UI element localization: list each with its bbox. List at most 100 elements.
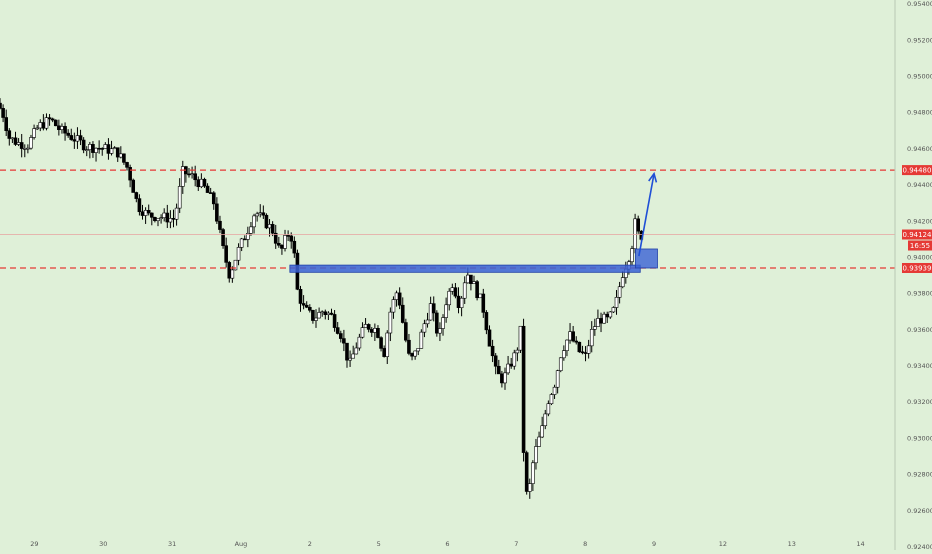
breakout-box-rectangle[interactable] <box>635 248 658 269</box>
candle-body <box>0 102 2 109</box>
candle-body <box>521 325 526 453</box>
candle-body <box>150 212 154 218</box>
candle-body <box>177 186 182 209</box>
candle-body <box>199 178 204 188</box>
candle-body <box>230 269 235 279</box>
candle-body <box>602 313 606 324</box>
candle-body <box>146 210 151 214</box>
candle-body <box>611 307 616 313</box>
time-axis-tick: Aug <box>235 540 248 548</box>
candle-body <box>38 122 43 129</box>
candle-body <box>277 243 281 246</box>
candle-body <box>469 274 473 284</box>
candle-body <box>422 323 427 333</box>
candle-body <box>509 363 513 367</box>
candle-body <box>332 314 337 328</box>
candle-body <box>596 318 600 327</box>
candle-body <box>273 232 278 244</box>
candle-body <box>292 240 297 254</box>
price-axis-tick: 0.94600 <box>907 145 932 153</box>
candle-body <box>156 218 160 222</box>
candle-body <box>568 331 572 341</box>
candle-body <box>162 212 166 218</box>
candle-body <box>270 224 275 234</box>
support-zone-rectangle[interactable] <box>289 264 641 273</box>
price-badges: 0.94480 0.94124 16:55 0.93939 <box>902 165 932 273</box>
time-axis-tick: 30 <box>99 540 107 548</box>
candle-body <box>537 436 541 447</box>
candle-body <box>258 212 263 215</box>
candle-body <box>153 217 157 222</box>
candle-body <box>165 212 170 223</box>
candle-body <box>143 210 148 216</box>
candle-body <box>512 352 517 367</box>
support-price-badge <box>902 262 932 273</box>
candle-body <box>88 144 92 151</box>
price-axis-tick: 0.92400 <box>907 543 932 550</box>
target-arrow-head[interactable] <box>648 171 658 183</box>
candle-body <box>487 329 492 347</box>
candle-body <box>586 345 591 354</box>
candle-body <box>527 483 532 492</box>
candle-body <box>453 287 458 297</box>
candle-body <box>190 173 194 176</box>
candle-body <box>360 327 365 338</box>
candle-body <box>456 295 461 308</box>
candle-body <box>41 122 46 129</box>
candle-body <box>438 328 442 334</box>
price-axis-tick: 0.94800 <box>907 109 932 117</box>
candle-body <box>53 119 58 127</box>
candle-body <box>131 179 136 193</box>
candle-body <box>518 325 523 351</box>
price-axis[interactable]: 0.95400 0.95200 0.95000 0.94800 0.94600 0.944… <box>907 0 932 551</box>
candle-body <box>410 353 414 357</box>
candle-body <box>255 213 259 217</box>
price-axis-tick: 0.94400 <box>907 181 932 189</box>
candle-body <box>419 331 424 349</box>
candle-body <box>252 215 256 228</box>
time-axis[interactable]: 29 30 31 Aug 2 5 6 7 8 9 12 13 14 <box>30 540 864 548</box>
drawings-layer[interactable] <box>0 169 895 273</box>
candle-body <box>441 317 445 329</box>
candle-body <box>580 351 585 354</box>
candle-body <box>81 139 86 151</box>
candle-body <box>348 357 352 361</box>
candle-body <box>22 148 27 150</box>
price-axis-tick: 0.93800 <box>907 290 932 298</box>
candle-body <box>515 349 520 354</box>
candle-body <box>534 446 538 464</box>
target-arrow-shaft[interactable] <box>638 173 655 257</box>
candle-body <box>115 147 120 158</box>
candle-body <box>137 198 142 213</box>
candle-body <box>552 386 557 395</box>
candle-body <box>633 218 637 249</box>
price-axis-tick: 0.92800 <box>907 471 932 479</box>
candle-body <box>112 147 117 150</box>
resistance-price-badge <box>902 165 932 176</box>
price-axis-tick: 0.93600 <box>907 326 932 334</box>
candle-body <box>481 293 486 313</box>
candle-body <box>546 403 551 415</box>
candle-body <box>354 347 359 355</box>
candle-body <box>620 277 625 288</box>
candle-body <box>531 462 535 484</box>
candle-body <box>91 144 95 153</box>
candle-body <box>416 348 421 352</box>
candle-body <box>233 259 238 271</box>
candle-body <box>500 373 504 384</box>
candle-body <box>342 338 346 344</box>
candle-body <box>119 153 123 158</box>
candle-body <box>224 245 228 263</box>
price-axis-tick: 0.95200 <box>907 36 932 44</box>
candle-body <box>100 148 105 150</box>
candle-body <box>351 353 355 359</box>
time-axis-tick: 13 <box>788 540 796 548</box>
time-axis-tick: 9 <box>652 540 656 548</box>
candle-body <box>134 192 139 199</box>
candle-body <box>400 304 405 323</box>
time-axis-tick: 31 <box>168 540 176 548</box>
candle-body <box>379 337 383 349</box>
candle-body <box>524 452 529 492</box>
